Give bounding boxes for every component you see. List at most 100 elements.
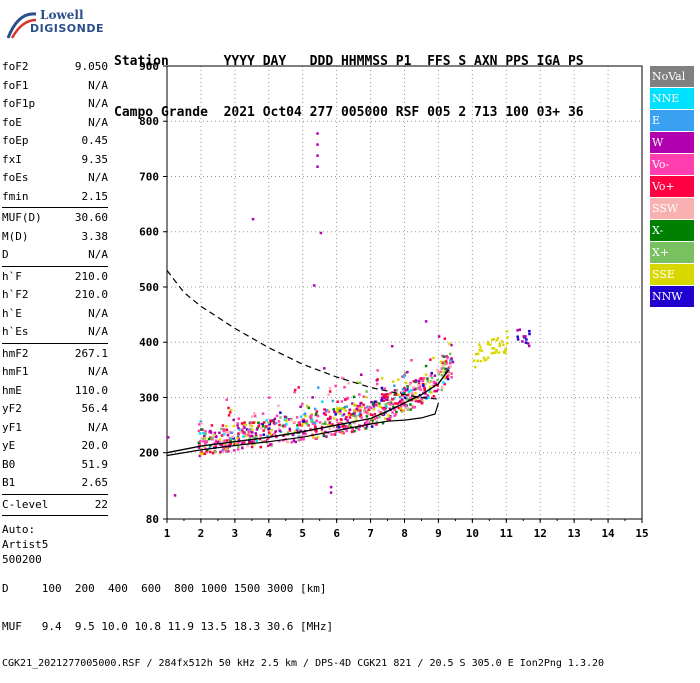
echo-point: [344, 409, 348, 412]
echo-point: [404, 381, 408, 385]
echo-point: [406, 406, 409, 410]
echo-outlier: [329, 491, 333, 494]
echo-point: [367, 408, 370, 411]
echo-point-nnw: [521, 340, 524, 343]
echo-point: [423, 382, 427, 386]
echo-point: [383, 387, 387, 390]
param-value: 22: [94, 497, 108, 511]
echo-point: [404, 371, 407, 375]
echo-point: [327, 423, 330, 427]
echo-point: [197, 429, 201, 433]
echo-point: [327, 393, 330, 396]
echo-point: [428, 390, 432, 394]
echo-point: [241, 446, 244, 450]
x-tick-label: 10: [466, 527, 479, 540]
echo-point: [449, 358, 452, 362]
echo-point: [384, 403, 387, 406]
echo-outlier: [173, 494, 177, 497]
echo-point: [416, 380, 420, 383]
echo-point-sse: [491, 347, 494, 350]
echo-point: [430, 380, 434, 384]
echo-point: [288, 429, 292, 432]
echo-point: [274, 421, 278, 425]
echo-point: [347, 411, 351, 415]
echo-point: [211, 436, 215, 440]
echo-point-nnw: [524, 335, 527, 338]
echo-point: [414, 391, 417, 395]
echo-point: [337, 430, 341, 433]
echo-point: [315, 429, 318, 433]
echo-point: [209, 431, 213, 434]
echo-point: [294, 440, 297, 444]
x-tick-label: 6: [333, 527, 340, 540]
echo-point: [442, 355, 446, 358]
param-value: 30.60: [74, 211, 108, 224]
legend-item-e: E: [650, 110, 694, 131]
echo-point: [205, 440, 208, 443]
echo-point: [322, 412, 326, 415]
echo-point: [199, 420, 203, 423]
echo-point-sse: [472, 359, 476, 362]
param-value: N/A: [88, 78, 108, 92]
echo-point: [268, 396, 271, 399]
echo-point: [327, 410, 331, 413]
echo-point: [440, 388, 443, 392]
echo-point: [270, 428, 274, 432]
param-value: N/A: [88, 248, 108, 261]
echo-point: [346, 396, 350, 400]
echo-point: [345, 415, 348, 419]
echo-point: [250, 445, 254, 449]
echo-point: [313, 407, 317, 411]
echo-point: [269, 432, 272, 436]
param-name: foE: [2, 115, 22, 129]
param-value: N/A: [88, 97, 108, 110]
echo-point-sse: [495, 339, 499, 342]
echo-point: [236, 448, 240, 451]
parameter-panel: foF2 9.050 foF1 N/A foF1p N/A foE N/A foEp 0.45 fx…: [2, 58, 108, 567]
echo-point: [282, 434, 285, 438]
echo-point: [429, 374, 433, 377]
echo-point: [450, 376, 453, 379]
echo-point: [200, 422, 203, 425]
echo-point: [234, 442, 238, 446]
echo-point: [402, 409, 405, 412]
echo-point-sse: [486, 342, 490, 346]
echo-point: [365, 411, 369, 415]
echo-point: [216, 440, 219, 444]
echo-point: [200, 450, 203, 454]
echo-point: [311, 396, 314, 399]
echo-point: [357, 428, 361, 431]
echo-point: [205, 448, 209, 452]
echo-point: [198, 432, 202, 435]
echo-point: [369, 413, 373, 416]
y-tick-label: 600: [139, 226, 159, 239]
echo-point: [316, 435, 320, 439]
legend-item-vo: Vo+: [650, 176, 694, 197]
echo-point: [257, 424, 261, 428]
echo-point: [286, 431, 290, 434]
echo-point: [334, 430, 338, 434]
echo-point: [241, 428, 244, 431]
echo-point: [407, 392, 411, 395]
legend-item-nnw: NNW: [650, 286, 694, 307]
legend: NoVal NNE E W Vo- Vo+ SSW X- X+ SSE NNW: [650, 66, 694, 308]
param-value: 210.0: [74, 288, 108, 301]
echo-point: [222, 428, 225, 431]
echo-point-sse: [500, 340, 504, 343]
echo-point: [387, 393, 391, 396]
echo-point: [399, 408, 403, 412]
echo-point-sse: [505, 330, 509, 333]
echo-point: [243, 426, 246, 429]
echo-point: [353, 421, 357, 425]
echo-point: [404, 406, 407, 410]
echo-point: [444, 367, 447, 371]
param-value: N/A: [88, 306, 108, 320]
echo-point: [448, 352, 452, 356]
echo-point: [379, 411, 382, 414]
echo-point: [417, 382, 421, 385]
echo-point: [331, 399, 335, 403]
echo-point: [372, 405, 376, 408]
param-value: 9.050: [74, 60, 108, 73]
echo-point-sse: [492, 347, 496, 350]
echo-point: [410, 391, 414, 394]
